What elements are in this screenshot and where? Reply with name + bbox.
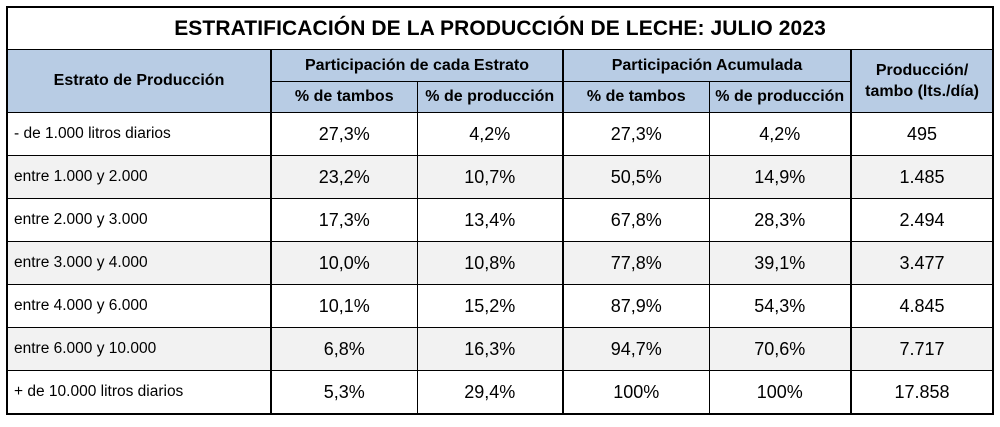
table-row: entre 6.000 y 10.000 6,8% 16,3% 94,7% 70… bbox=[6, 327, 995, 371]
cell-tambos: 5,3% bbox=[270, 370, 418, 415]
cell-produccion: 15,2% bbox=[416, 284, 564, 328]
cell-estrato: + de 10.000 litros diarios bbox=[6, 370, 272, 415]
cell-tambos: 17,3% bbox=[270, 198, 418, 242]
cell-acum-produccion: 39,1% bbox=[708, 241, 852, 285]
cell-tambos: 6,8% bbox=[270, 327, 418, 371]
table-row: + de 10.000 litros diarios 5,3% 29,4% 10… bbox=[6, 370, 995, 415]
cell-acum-produccion: 4,2% bbox=[708, 112, 852, 156]
cell-produccion: 10,7% bbox=[416, 155, 564, 199]
cell-acum-produccion: 28,3% bbox=[708, 198, 852, 242]
table-row: entre 1.000 y 2.000 23,2% 10,7% 50,5% 14… bbox=[6, 155, 995, 199]
subheader-acum-pct-tambos: % de tambos bbox=[562, 81, 710, 113]
cell-prod-tambo: 495 bbox=[849, 112, 995, 156]
table-row: entre 2.000 y 3.000 17,3% 13,4% 67,8% 28… bbox=[6, 198, 995, 242]
estratificacion-table: ESTRATIFICACIÓN DE LA PRODUCCIÓN DE LECH… bbox=[5, 6, 995, 415]
cell-prod-tambo: 17.858 bbox=[849, 370, 995, 415]
table-title: ESTRATIFICACIÓN DE LA PRODUCCIÓN DE LECH… bbox=[5, 6, 995, 50]
header-participacion-estrato: Participación de cada Estrato bbox=[270, 49, 564, 82]
table-row: - de 1.000 litros diarios 27,3% 4,2% 27,… bbox=[6, 112, 995, 156]
cell-produccion: 10,8% bbox=[416, 241, 564, 285]
header-produccion-line1: Producción/ bbox=[875, 62, 969, 79]
cell-tambos: 23,2% bbox=[270, 155, 418, 199]
cell-tambos: 10,1% bbox=[270, 284, 418, 328]
subheader-acum-pct-produccion: % de producción bbox=[708, 81, 852, 113]
cell-produccion: 16,3% bbox=[416, 327, 564, 371]
cell-produccion: 13,4% bbox=[416, 198, 564, 242]
cell-produccion: 29,4% bbox=[416, 370, 564, 415]
cell-acum-tambos: 100% bbox=[562, 370, 710, 415]
header-produccion-line2: tambo (lts./día) bbox=[865, 83, 979, 100]
cell-acum-produccion: 14,9% bbox=[708, 155, 852, 199]
subheader-pct-tambos: % de tambos bbox=[270, 81, 418, 113]
cell-acum-tambos: 94,7% bbox=[562, 327, 710, 371]
header-estrato: Estrato de Producción bbox=[6, 49, 272, 113]
header-produccion-tambo: Producción/ tambo (lts./día) bbox=[849, 49, 995, 113]
cell-acum-tambos: 87,9% bbox=[562, 284, 710, 328]
cell-estrato: entre 1.000 y 2.000 bbox=[6, 155, 272, 199]
table-container: ESTRATIFICACIÓN DE LA PRODUCCIÓN DE LECH… bbox=[5, 6, 995, 415]
cell-acum-produccion: 70,6% bbox=[708, 327, 852, 371]
cell-prod-tambo: 2.494 bbox=[849, 198, 995, 242]
cell-acum-produccion: 54,3% bbox=[708, 284, 852, 328]
cell-prod-tambo: 7.717 bbox=[849, 327, 995, 371]
cell-acum-produccion: 100% bbox=[708, 370, 852, 415]
cell-acum-tambos: 67,8% bbox=[562, 198, 710, 242]
table-row: entre 4.000 y 6.000 10,1% 15,2% 87,9% 54… bbox=[6, 284, 995, 328]
subheader-pct-produccion: % de producción bbox=[416, 81, 564, 113]
cell-tambos: 27,3% bbox=[270, 112, 418, 156]
header-participacion-acumulada: Participación Acumulada bbox=[562, 49, 852, 82]
cell-produccion: 4,2% bbox=[416, 112, 564, 156]
cell-estrato: entre 2.000 y 3.000 bbox=[6, 198, 272, 242]
cell-estrato: entre 3.000 y 4.000 bbox=[6, 241, 272, 285]
cell-acum-tambos: 77,8% bbox=[562, 241, 710, 285]
cell-prod-tambo: 3.477 bbox=[849, 241, 995, 285]
table-row: entre 3.000 y 4.000 10,0% 10,8% 77,8% 39… bbox=[6, 241, 995, 285]
cell-prod-tambo: 1.485 bbox=[849, 155, 995, 199]
cell-estrato: entre 6.000 y 10.000 bbox=[6, 327, 272, 371]
cell-estrato: entre 4.000 y 6.000 bbox=[6, 284, 272, 328]
cell-estrato: - de 1.000 litros diarios bbox=[6, 112, 272, 156]
cell-acum-tambos: 50,5% bbox=[562, 155, 710, 199]
cell-acum-tambos: 27,3% bbox=[562, 112, 710, 156]
cell-prod-tambo: 4.845 bbox=[849, 284, 995, 328]
cell-tambos: 10,0% bbox=[270, 241, 418, 285]
